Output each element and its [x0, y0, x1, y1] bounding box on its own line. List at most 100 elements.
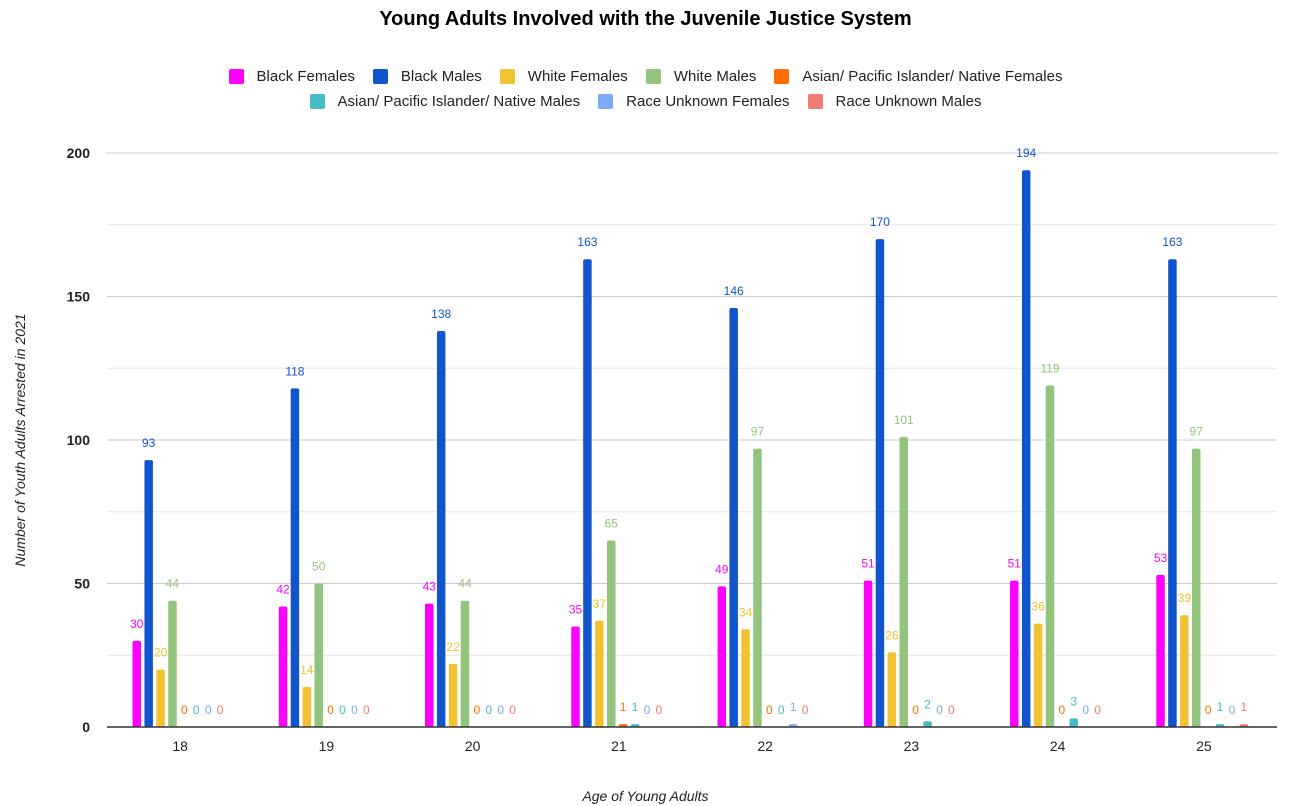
bar: [156, 669, 165, 727]
data-label: 22: [446, 640, 460, 654]
bar: [1069, 718, 1079, 727]
legend-swatch: [309, 94, 325, 109]
legend-label: White Males: [673, 68, 757, 85]
data-label: 36: [1031, 600, 1045, 614]
x-tick-label: 20: [465, 738, 481, 754]
x-tick-label: 25: [1196, 738, 1212, 754]
bar: [448, 663, 458, 727]
data-label: 53: [1154, 551, 1168, 565]
data-label: 0: [1229, 703, 1236, 717]
data-label: 0: [1205, 703, 1212, 717]
data-label: 34: [739, 605, 753, 619]
x-axis-ticks: 18 19 20 21 22 23 24 25: [172, 738, 1212, 754]
bar: [1168, 259, 1177, 727]
bar: [1045, 385, 1055, 727]
data-label: 1: [632, 700, 639, 714]
legend-item-black-males[interactable]: Black Males: [372, 68, 482, 85]
data-label: 0: [644, 703, 651, 717]
data-label: 35: [569, 603, 583, 617]
legend-item-api-males[interactable]: Asian/ Pacific Islander/ Native Males: [309, 93, 581, 110]
data-label: 51: [861, 557, 875, 571]
data-label: 0: [181, 703, 188, 717]
bar: [460, 600, 470, 727]
legend: Black Females Black Males White Females …: [0, 64, 1291, 114]
bar: [1021, 170, 1031, 728]
legend-item-white-males[interactable]: White Males: [645, 68, 757, 85]
legend-label: Asian/ Pacific Islander/ Native Males: [337, 93, 581, 110]
legend-swatch: [228, 69, 244, 84]
legend-item-api-females[interactable]: Asian/ Pacific Islander/ Native Females: [774, 68, 1062, 85]
legend-swatch: [372, 69, 388, 84]
data-label: 30: [130, 617, 144, 631]
bar: [1191, 448, 1201, 727]
bar: [741, 629, 750, 727]
bar: [753, 448, 762, 727]
bar: [1180, 615, 1189, 727]
data-label: 26: [885, 628, 899, 642]
y-axis-title: Number of Youth Adults Arrested in 2021: [12, 313, 28, 567]
bar: [278, 606, 288, 727]
data-label: 2: [924, 697, 931, 711]
data-label: 194: [1016, 146, 1036, 160]
data-label: 119: [1040, 361, 1059, 375]
data-label: 93: [142, 436, 156, 450]
legend-item-unknown-females[interactable]: Race Unknown Females: [598, 93, 790, 110]
bar: [168, 600, 177, 727]
data-label: 0: [802, 703, 809, 717]
bar: [875, 239, 885, 727]
y-tick-label: 50: [74, 576, 90, 592]
legend-label: Black Females: [256, 68, 355, 85]
y-tick-label: 100: [67, 432, 91, 448]
data-label: 65: [605, 516, 619, 530]
data-label: 97: [751, 425, 765, 439]
bar: [1033, 623, 1043, 727]
x-tick-label: 21: [611, 738, 627, 754]
legend-item-unknown-males[interactable]: Race Unknown Males: [807, 93, 981, 110]
legend-label: Asian/ Pacific Islander/ Native Females: [802, 68, 1063, 85]
data-label: 0: [655, 703, 662, 717]
y-tick-label: 150: [67, 289, 91, 305]
data-label: 0: [912, 703, 919, 717]
data-label: 118: [285, 364, 304, 378]
data-label: 138: [431, 307, 451, 321]
bar: [899, 437, 908, 727]
data-label: 1: [1217, 700, 1224, 714]
legend-item-black-females[interactable]: Black Females: [228, 68, 355, 85]
data-label: 97: [1190, 425, 1204, 439]
bar: [132, 640, 142, 727]
legend-swatch: [807, 94, 823, 109]
data-label: 43: [423, 580, 437, 594]
chart-title: Young Adults Involved with the Juvenile …: [379, 8, 912, 30]
bar: [729, 307, 738, 727]
x-tick-label: 22: [757, 738, 773, 754]
x-tick-label: 18: [172, 738, 188, 754]
data-label: 0: [485, 703, 492, 717]
bar: [144, 460, 153, 727]
data-label: 0: [778, 703, 785, 717]
legend-row-1: Black Females Black Males White Females …: [0, 64, 1291, 89]
y-tick-label: 0: [82, 719, 90, 735]
bar: [887, 652, 897, 727]
data-label: 49: [715, 562, 729, 576]
data-label: 0: [497, 703, 504, 717]
legend-label: White Females: [527, 68, 628, 85]
data-label: 50: [312, 560, 326, 574]
legend-swatch: [645, 69, 661, 84]
data-label: 0: [193, 703, 200, 717]
data-label: 101: [894, 413, 914, 427]
data-label: 0: [205, 703, 212, 717]
bar: [290, 388, 300, 727]
x-axis-title: Age of Young Adults: [582, 788, 709, 804]
y-tick-label: 200: [67, 145, 91, 161]
bar: [583, 259, 592, 727]
data-label: 170: [870, 215, 890, 229]
data-label: 163: [1162, 235, 1182, 249]
data-label: 0: [351, 703, 358, 717]
legend-row-2: Asian/ Pacific Islander/ Native Males Ra…: [0, 89, 1291, 114]
data-label: 3: [1070, 694, 1077, 708]
data-label: 0: [474, 703, 481, 717]
legend-item-white-females[interactable]: White Females: [499, 68, 628, 85]
data-label: 0: [936, 703, 943, 717]
